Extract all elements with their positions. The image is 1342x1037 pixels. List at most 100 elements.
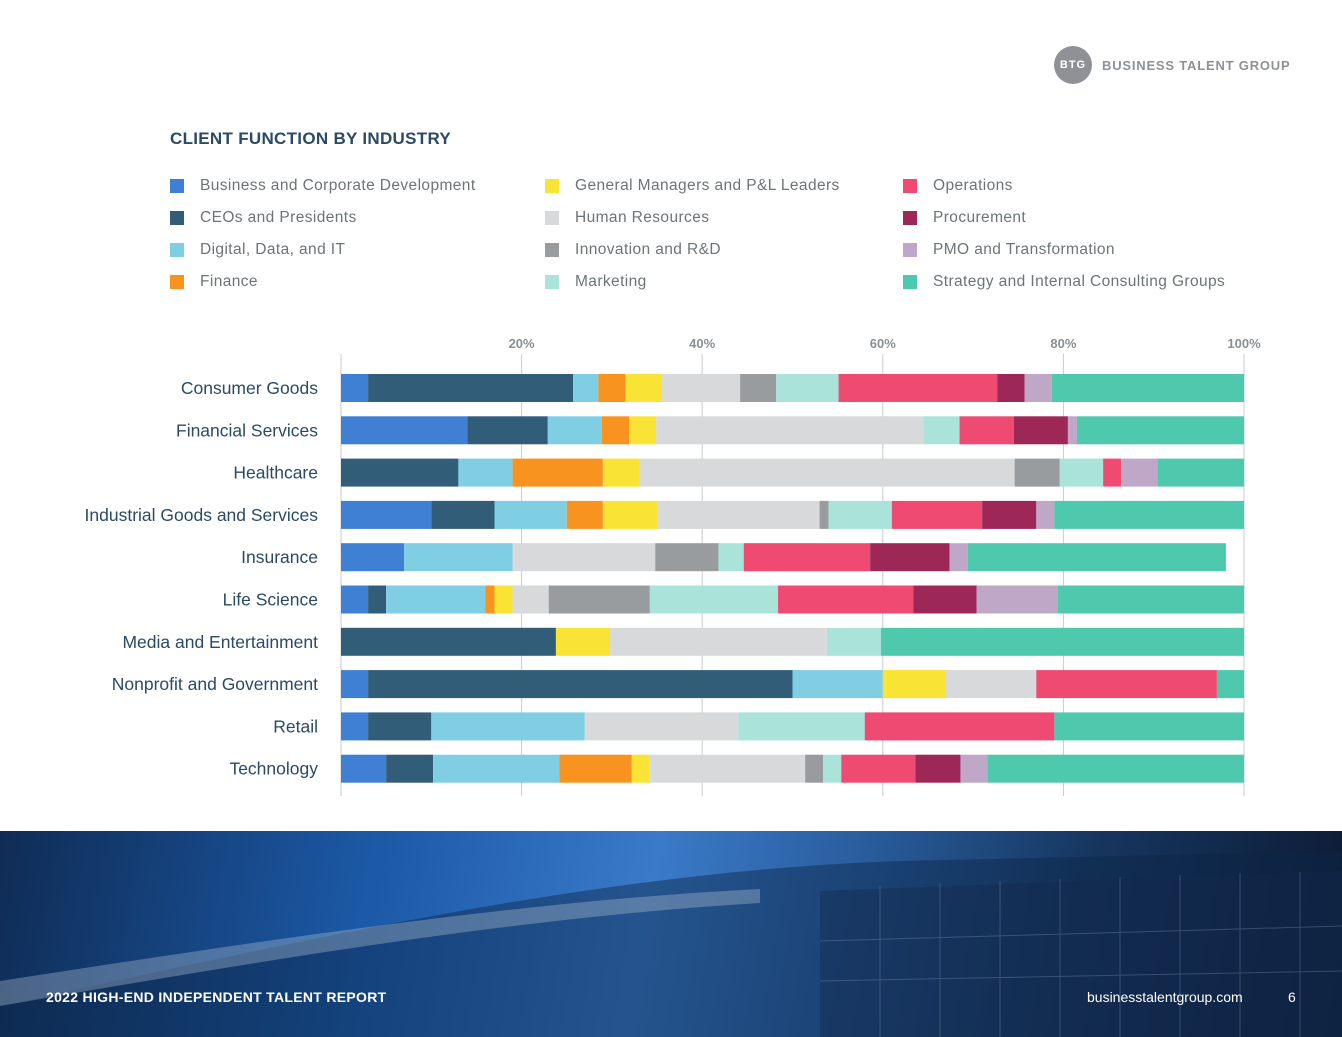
legend-label: PMO and Transformation — [933, 241, 1115, 258]
legend-item: Digital, Data, and IT — [170, 240, 345, 260]
footer-banner: 2022 HIGH-END INDEPENDENT TALENT REPORT … — [0, 831, 1342, 1037]
bar-segment — [838, 374, 998, 402]
bar-segment — [649, 585, 779, 614]
legend-swatch — [545, 275, 559, 289]
bar-segment — [1057, 585, 1244, 614]
bar-segment — [629, 416, 657, 445]
x-tick-label: 20% — [509, 336, 535, 351]
legend-item: Procurement — [903, 208, 1026, 228]
bar-segment — [386, 585, 486, 614]
bar-segment — [341, 712, 369, 741]
bar-segment — [368, 670, 793, 699]
bar-segment — [1051, 374, 1244, 402]
category-label: Consumer Goods — [181, 378, 318, 398]
x-tick-label: 40% — [689, 336, 715, 351]
category-label: Retail — [273, 716, 318, 736]
bar-segment — [661, 374, 741, 402]
bar-segment — [987, 754, 1244, 783]
bar-segment — [1036, 500, 1055, 529]
bar-segment — [431, 500, 495, 529]
bar-segment — [341, 670, 369, 699]
bar-segment — [638, 458, 1015, 487]
bar-segment — [1121, 458, 1158, 487]
legend-item: Strategy and Internal Consulting Groups — [903, 272, 1225, 292]
bar-segment — [601, 416, 630, 445]
legend-item: Operations — [903, 176, 1013, 196]
bar-segment — [976, 585, 1058, 614]
category-label: Healthcare — [233, 463, 318, 483]
bar-segment — [738, 712, 865, 741]
legend-swatch — [170, 211, 184, 225]
bar-segment — [913, 585, 977, 614]
chart-title: CLIENT FUNCTION BY INDUSTRY — [170, 129, 452, 148]
bar-segment — [740, 374, 777, 402]
bar-segment — [864, 712, 1055, 741]
bar-segment — [826, 627, 881, 656]
bar-segment — [1216, 670, 1244, 699]
bar-segment — [573, 374, 599, 402]
bar-segment — [584, 712, 739, 741]
x-tick-label: 80% — [1050, 336, 1076, 351]
bar-segment — [1067, 416, 1077, 445]
bar-segment — [512, 543, 656, 572]
bar-segment — [776, 374, 839, 402]
bar-segment — [458, 458, 513, 487]
legend-item: General Managers and P&L Leaders — [545, 176, 840, 196]
brand-name: BUSINESS TALENT GROUP — [1102, 57, 1291, 73]
legend-label: Human Resources — [575, 209, 710, 226]
legend-swatch — [903, 243, 917, 257]
bar-segment — [1054, 712, 1244, 741]
bar-segment — [548, 585, 650, 614]
bar-segment — [649, 754, 806, 783]
bar-segment — [485, 585, 495, 614]
bar-segment — [656, 416, 924, 445]
bar-segment — [946, 670, 1037, 699]
legend-swatch — [545, 179, 559, 193]
legend-swatch — [170, 243, 184, 257]
legend-label: Innovation and R&D — [575, 241, 721, 258]
category-label: Nonprofit and Government — [112, 674, 318, 694]
bar-segment — [341, 754, 387, 783]
bar-segment — [1014, 458, 1060, 487]
bar-segment — [547, 416, 602, 445]
bar-segment — [1076, 416, 1244, 445]
legend-swatch — [903, 211, 917, 225]
bar-segment — [915, 754, 961, 783]
bar-segment — [828, 500, 892, 529]
bar-segment — [1036, 670, 1217, 699]
bar-segment — [882, 670, 947, 699]
footer-website-link[interactable]: businesstalentgroup.com — [1087, 989, 1243, 1005]
bar-segment — [982, 500, 1037, 529]
footer-building-photo — [0, 851, 1342, 1037]
bar-segment — [494, 500, 567, 529]
stacked-bar-chart: 20% 40% 60% 80% 100% Consumer Goods Financial … — [85, 336, 1261, 796]
bar-segment — [341, 585, 369, 614]
bar-segment — [778, 585, 914, 614]
bar-segment — [341, 458, 459, 487]
legend-swatch — [545, 243, 559, 257]
bar-segment — [404, 543, 513, 572]
category-label: Media and Entertainment — [122, 632, 318, 652]
bar-segment — [1059, 458, 1104, 487]
bar-segment — [657, 500, 820, 529]
bar-segment — [431, 712, 585, 741]
legend-label: Finance — [200, 273, 258, 290]
footer-report-title: 2022 HIGH-END INDEPENDENT TALENT REPORT — [46, 989, 387, 1005]
bar-segment — [602, 500, 658, 529]
bar-segment — [433, 754, 560, 783]
bar-segment — [819, 500, 829, 529]
legend-swatch — [170, 179, 184, 193]
bar-segment — [967, 543, 1226, 572]
legend-item: Innovation and R&D — [545, 240, 721, 260]
legend-item: Marketing — [545, 272, 647, 292]
bar-segment — [959, 416, 1014, 445]
bar-segment — [631, 754, 650, 783]
bar-segment — [512, 458, 603, 487]
legend-label: Operations — [933, 177, 1013, 194]
bar-segment — [368, 585, 387, 614]
bar-segment — [559, 754, 632, 783]
bar-segment — [949, 543, 968, 572]
legend-label: Strategy and Internal Consulting Groups — [933, 273, 1226, 290]
legend-swatch — [903, 179, 917, 193]
category-label: Insurance — [241, 547, 318, 567]
